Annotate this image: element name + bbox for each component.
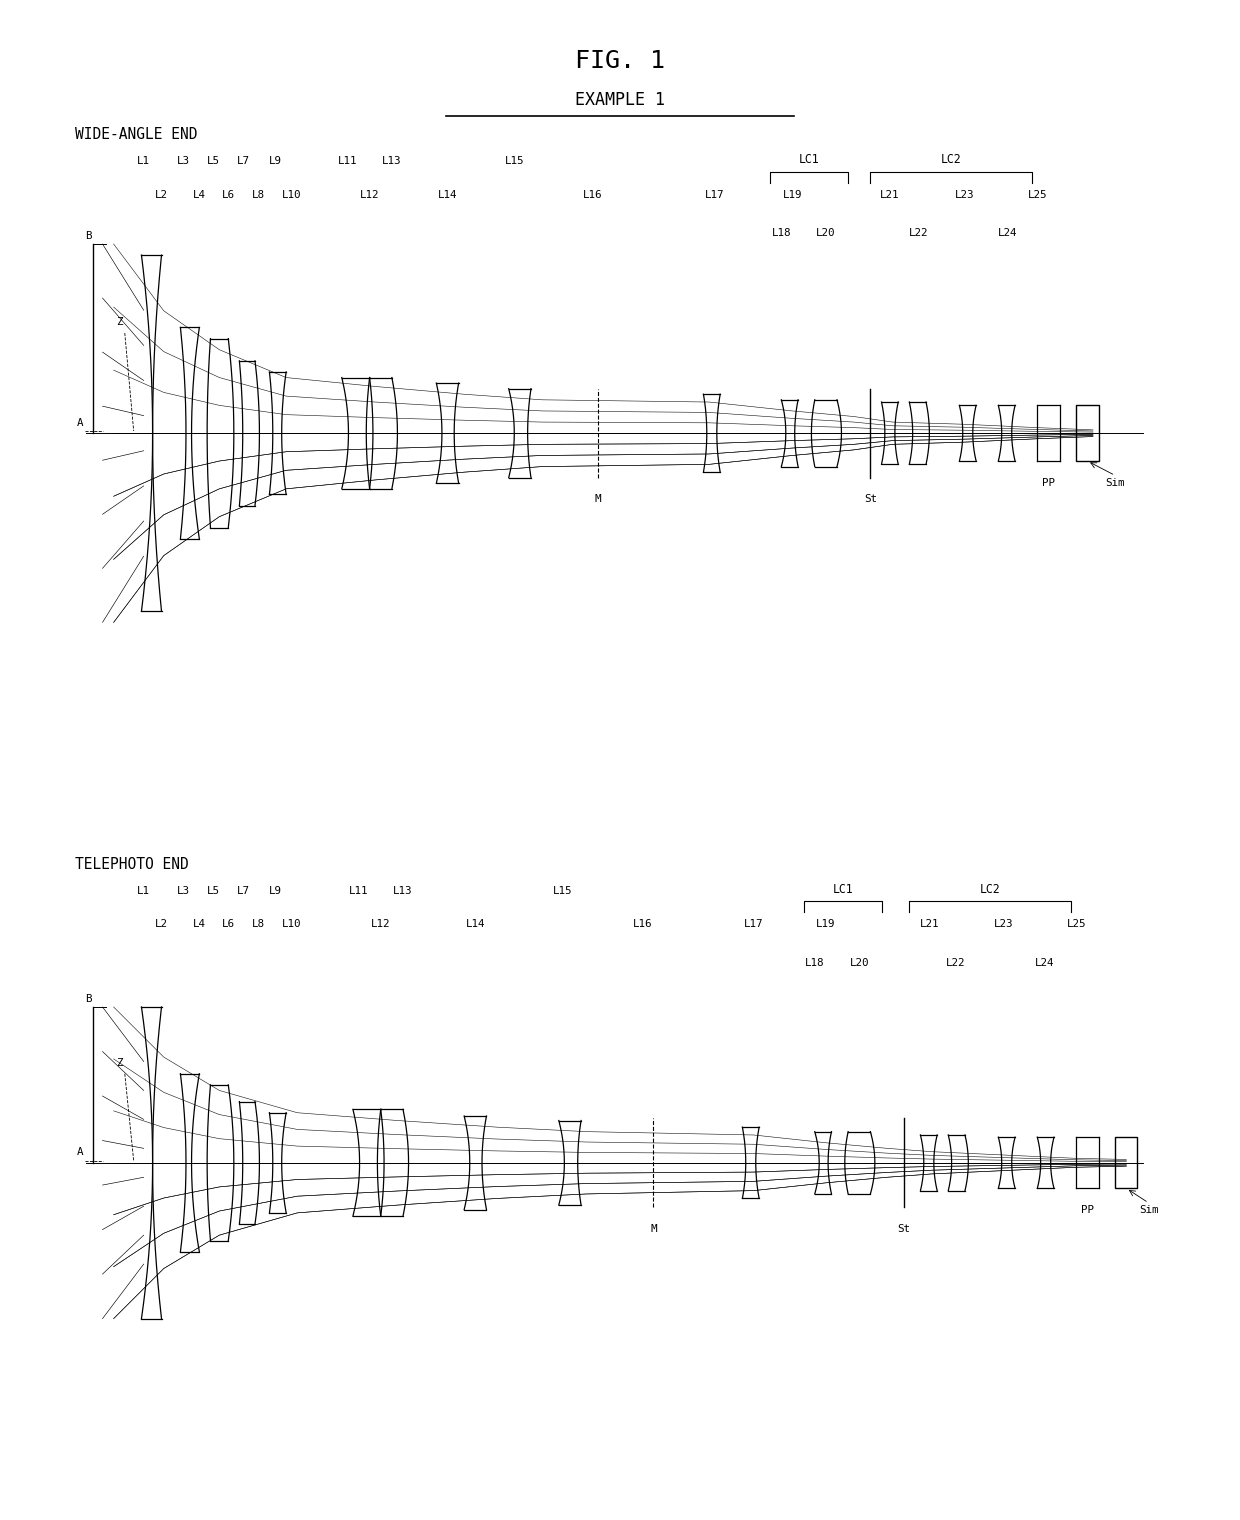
Text: L17: L17 (704, 190, 724, 199)
Text: L4: L4 (193, 190, 206, 199)
Text: Z: Z (117, 318, 123, 327)
Text: L15: L15 (505, 157, 525, 166)
Text: L13: L13 (393, 886, 413, 895)
Text: LC1: LC1 (832, 883, 853, 895)
Text: St: St (864, 494, 877, 505)
Text: L15: L15 (552, 886, 572, 895)
Text: TELEPHOTO END: TELEPHOTO END (74, 857, 188, 872)
Text: L2: L2 (155, 190, 167, 199)
Text: L14: L14 (465, 920, 485, 929)
Text: L16: L16 (632, 920, 652, 929)
Text: L4: L4 (193, 920, 206, 929)
Text: St: St (898, 1224, 910, 1234)
Text: LC2: LC2 (941, 154, 961, 166)
Text: Sim: Sim (1106, 477, 1125, 488)
Text: L17: L17 (744, 920, 764, 929)
Text: L8: L8 (252, 920, 265, 929)
Text: L24: L24 (997, 228, 1017, 239)
Text: L11: L11 (337, 157, 357, 166)
Text: PP: PP (1042, 477, 1055, 488)
Text: L19: L19 (782, 190, 802, 199)
Text: PP: PP (1081, 1205, 1094, 1214)
Text: L19: L19 (816, 920, 836, 929)
Text: L21: L21 (920, 920, 939, 929)
Text: L1: L1 (138, 157, 150, 166)
Text: L3: L3 (177, 157, 190, 166)
Text: LC1: LC1 (799, 154, 820, 166)
Text: L5: L5 (207, 886, 221, 895)
Text: L21: L21 (879, 190, 899, 199)
Text: A: A (77, 1148, 83, 1157)
Text: L11: L11 (348, 886, 368, 895)
Text: L12: L12 (371, 920, 391, 929)
Text: L20: L20 (816, 228, 836, 239)
Text: L14: L14 (438, 190, 458, 199)
Text: L13: L13 (382, 157, 402, 166)
Text: Z: Z (117, 1058, 123, 1069)
Text: L22: L22 (909, 228, 928, 239)
Text: L18: L18 (805, 958, 825, 968)
Text: L9: L9 (269, 157, 281, 166)
Text: L12: L12 (360, 190, 379, 199)
Text: L22: L22 (946, 958, 966, 968)
Text: L24: L24 (1035, 958, 1055, 968)
Text: L9: L9 (269, 886, 281, 895)
Text: L23: L23 (955, 190, 975, 199)
Text: L18: L18 (771, 228, 791, 239)
Text: L3: L3 (177, 886, 190, 895)
Text: L23: L23 (994, 920, 1013, 929)
Text: L1: L1 (138, 886, 150, 895)
Text: L7: L7 (237, 886, 250, 895)
Text: M: M (650, 1224, 657, 1234)
Text: L7: L7 (237, 157, 250, 166)
Text: L10: L10 (281, 920, 301, 929)
Text: L25: L25 (1066, 920, 1086, 929)
Text: L2: L2 (155, 920, 167, 929)
Text: L20: L20 (849, 958, 869, 968)
Text: EXAMPLE 1: EXAMPLE 1 (575, 91, 665, 109)
Text: B: B (84, 231, 92, 240)
Text: L6: L6 (222, 920, 234, 929)
Text: L8: L8 (252, 190, 265, 199)
Text: L10: L10 (281, 190, 301, 199)
Text: M: M (594, 494, 601, 505)
Text: B: B (84, 994, 92, 1003)
Text: WIDE-ANGLE END: WIDE-ANGLE END (74, 128, 197, 143)
Text: FIG. 1: FIG. 1 (575, 49, 665, 73)
Bar (1076, 406, 1099, 461)
Text: A: A (77, 418, 83, 427)
Text: L16: L16 (583, 190, 601, 199)
Text: L5: L5 (207, 157, 221, 166)
Bar (1115, 1137, 1137, 1189)
Text: LC2: LC2 (980, 883, 1001, 895)
Text: L25: L25 (1028, 190, 1047, 199)
Text: L6: L6 (222, 190, 234, 199)
Text: Sim: Sim (1138, 1205, 1158, 1214)
